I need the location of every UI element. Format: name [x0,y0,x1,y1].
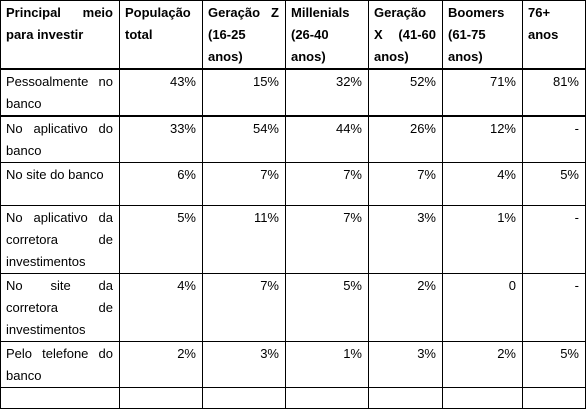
cell-generation-x: 2% [368,273,443,342]
table-row-empty [0,387,586,409]
header-generation-x: Geração X (41-60 anos) [368,0,443,70]
row-label: No aplicativo do banco [0,115,120,163]
cell-76-plus: - [522,273,586,342]
table-header-row: Principal meio para investir População t… [0,0,586,70]
cell-76-plus: 5% [522,341,586,388]
cell-boomers: 2% [442,341,523,388]
table-row: Pessoalmente no banco 43% 15% 32% 52% 71… [0,68,586,117]
cell-generation-x [368,387,443,409]
cell-generation-z: 3% [202,341,286,388]
cell-boomers: 4% [442,162,523,206]
cell-millenials: 7% [285,162,369,206]
cell-generation-z: 54% [202,115,286,163]
cell-total-population: 33% [119,115,203,163]
row-label: No site do banco [0,162,120,206]
cell-millenials: 1% [285,341,369,388]
cell-boomers: 0 [442,273,523,342]
cell-76-plus: 81% [522,68,586,117]
cell-total-population: 2% [119,341,203,388]
cell-generation-x: 3% [368,341,443,388]
cell-76-plus: - [522,115,586,163]
cell-boomers: 71% [442,68,523,117]
cell-total-population: 6% [119,162,203,206]
cell-millenials: 5% [285,273,369,342]
header-76-plus: 76+ anos [522,0,586,70]
cell-generation-z: 7% [202,162,286,206]
cell-total-population [119,387,203,409]
table-row: No aplicativo da corretora de investimen… [0,205,586,274]
cell-boomers: 1% [442,205,523,274]
cell-generation-z [202,387,286,409]
row-label: No aplicativo da corretora de investimen… [0,205,120,274]
cell-generation-x: 7% [368,162,443,206]
cell-millenials [285,387,369,409]
header-millenials: Millenials (26-40 anos) [285,0,369,70]
row-label: Pelo telefone do banco [0,341,120,388]
cell-total-population: 4% [119,273,203,342]
table-row: Pelo telefone do banco 2% 3% 1% 3% 2% 5% [0,341,586,388]
table-row: No site do banco 6% 7% 7% 7% 4% 5% [0,162,586,206]
cell-boomers: 12% [442,115,523,163]
cell-generation-z: 11% [202,205,286,274]
cell-millenials: 7% [285,205,369,274]
cell-generation-x: 26% [368,115,443,163]
row-label [0,387,120,409]
header-generation-z: Geração Z (16-25 anos) [202,0,286,70]
cell-boomers [442,387,523,409]
cell-76-plus: - [522,205,586,274]
header-total-population: População total [119,0,203,70]
cell-generation-z: 7% [202,273,286,342]
row-label: No site da corretora de investimentos [0,273,120,342]
cell-generation-x: 52% [368,68,443,117]
table-row: No site da corretora de investimentos 4%… [0,273,586,342]
cell-76-plus: 5% [522,162,586,206]
cell-total-population: 43% [119,68,203,117]
header-channel: Principal meio para investir [0,0,120,70]
cell-total-population: 5% [119,205,203,274]
header-boomers: Boomers (61-75 anos) [442,0,523,70]
cell-millenials: 32% [285,68,369,117]
cell-millenials: 44% [285,115,369,163]
cell-generation-x: 3% [368,205,443,274]
cell-76-plus [522,387,586,409]
cell-generation-z: 15% [202,68,286,117]
table-row: No aplicativo do banco 33% 54% 44% 26% 1… [0,115,586,163]
row-label: Pessoalmente no banco [0,68,120,117]
